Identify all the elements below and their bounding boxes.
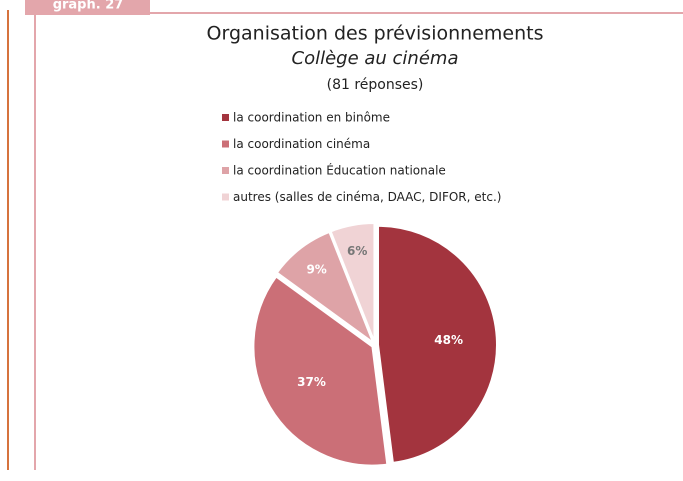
legend-label: la coordination cinéma bbox=[233, 137, 370, 151]
pie-slice bbox=[275, 230, 376, 346]
legend-swatch bbox=[222, 167, 229, 174]
chart-note: (81 réponses) bbox=[327, 77, 424, 93]
figure-label: graph. 27 bbox=[53, 0, 124, 13]
chart-title: Organisation des prévisionnements bbox=[207, 23, 544, 45]
chart-subtitle: Collège au cinéma bbox=[292, 48, 459, 69]
data-label: 37% bbox=[297, 375, 326, 389]
data-label: 9% bbox=[306, 262, 326, 276]
pie-slice bbox=[376, 224, 498, 464]
pie-slice bbox=[329, 222, 376, 343]
label-box bbox=[25, 0, 150, 15]
legend-swatch bbox=[222, 140, 229, 148]
legend-label: autres (salles de cinéma, DAAC, DIFOR, e… bbox=[233, 190, 501, 204]
data-label: 48% bbox=[434, 333, 463, 347]
legend-swatch bbox=[222, 193, 229, 201]
legend-label: la coordination en binôme bbox=[233, 111, 390, 125]
legend-label: la coordination Éducation nationale bbox=[233, 163, 446, 178]
legend-swatch bbox=[222, 114, 229, 121]
pie-slice bbox=[252, 275, 389, 467]
data-label: 6% bbox=[347, 244, 367, 258]
